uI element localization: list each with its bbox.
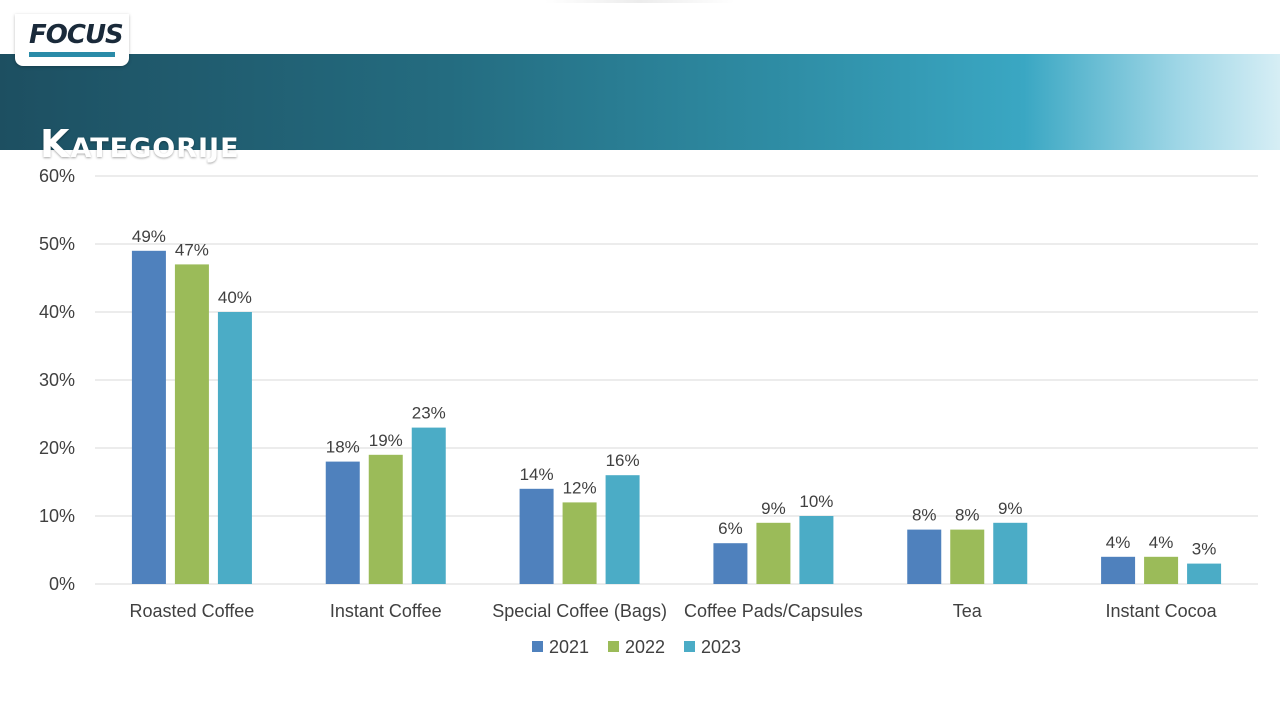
bar: [1144, 556, 1179, 584]
y-tick-label: 50%: [39, 234, 75, 254]
logo-underline: [29, 52, 115, 57]
bar: [605, 475, 640, 584]
y-tick-label: 40%: [39, 302, 75, 322]
legend-swatch: [532, 641, 543, 652]
y-tick-label: 20%: [39, 438, 75, 458]
data-label: 18%: [326, 438, 360, 457]
data-label: 9%: [761, 499, 786, 518]
data-label: 8%: [955, 506, 980, 525]
legend-swatch: [684, 641, 695, 652]
data-label: 3%: [1192, 540, 1217, 559]
bar: [562, 502, 597, 584]
data-label: 12%: [563, 478, 597, 497]
x-tick-label: Tea: [953, 601, 983, 621]
data-label: 19%: [369, 431, 403, 450]
x-tick-label: Special Coffee (Bags): [492, 601, 667, 621]
x-tick-label: Roasted Coffee: [130, 601, 255, 621]
bar: [950, 529, 985, 584]
x-tick-label: Coffee Pads/Capsules: [684, 601, 863, 621]
bar: [131, 250, 166, 585]
data-label: 23%: [412, 404, 446, 423]
y-tick-label: 60%: [39, 166, 75, 186]
y-tick-label: 0%: [49, 574, 75, 594]
data-label: 6%: [718, 519, 743, 538]
bar: [756, 522, 791, 584]
bar: [1101, 556, 1136, 584]
bar: [1187, 563, 1222, 584]
data-label: 4%: [1106, 533, 1131, 552]
data-label: 8%: [912, 506, 937, 525]
bar: [325, 461, 360, 584]
y-tick-label: 30%: [39, 370, 75, 390]
x-tick-label: Instant Coffee: [330, 601, 442, 621]
legend-label: 2021: [549, 637, 589, 657]
data-label: 40%: [218, 288, 252, 307]
bar: [907, 529, 942, 584]
bar: [217, 312, 252, 584]
data-label: 10%: [799, 492, 833, 511]
x-tick-label: Instant Cocoa: [1106, 601, 1218, 621]
bar: [411, 427, 446, 584]
data-label: 16%: [606, 451, 640, 470]
legend-swatch: [608, 641, 619, 652]
page-subtitle: Slika 1. Baza: GAV – bruto oglašivačka v…: [40, 175, 626, 196]
data-label: 49%: [132, 227, 166, 246]
data-label: 4%: [1149, 533, 1174, 552]
bar: [993, 522, 1028, 584]
data-label: 14%: [520, 465, 554, 484]
legend-label: 2022: [625, 637, 665, 657]
header-banner: Kategorije Slika 1. Baza: GAV – bruto og…: [0, 54, 1280, 196]
bar: [174, 264, 209, 584]
bar: [713, 543, 748, 584]
top-decoration: [545, 0, 735, 3]
bar: [368, 454, 403, 584]
logo-text: FOCUS: [29, 20, 124, 50]
data-label: 9%: [998, 499, 1023, 518]
data-label: 47%: [175, 240, 209, 259]
page-title: Kategorije: [40, 122, 240, 166]
legend-label: 2023: [701, 637, 741, 657]
y-tick-label: 10%: [39, 506, 75, 526]
bar: [799, 516, 834, 584]
bar: [519, 488, 554, 584]
logo: FOCUS: [15, 14, 129, 66]
